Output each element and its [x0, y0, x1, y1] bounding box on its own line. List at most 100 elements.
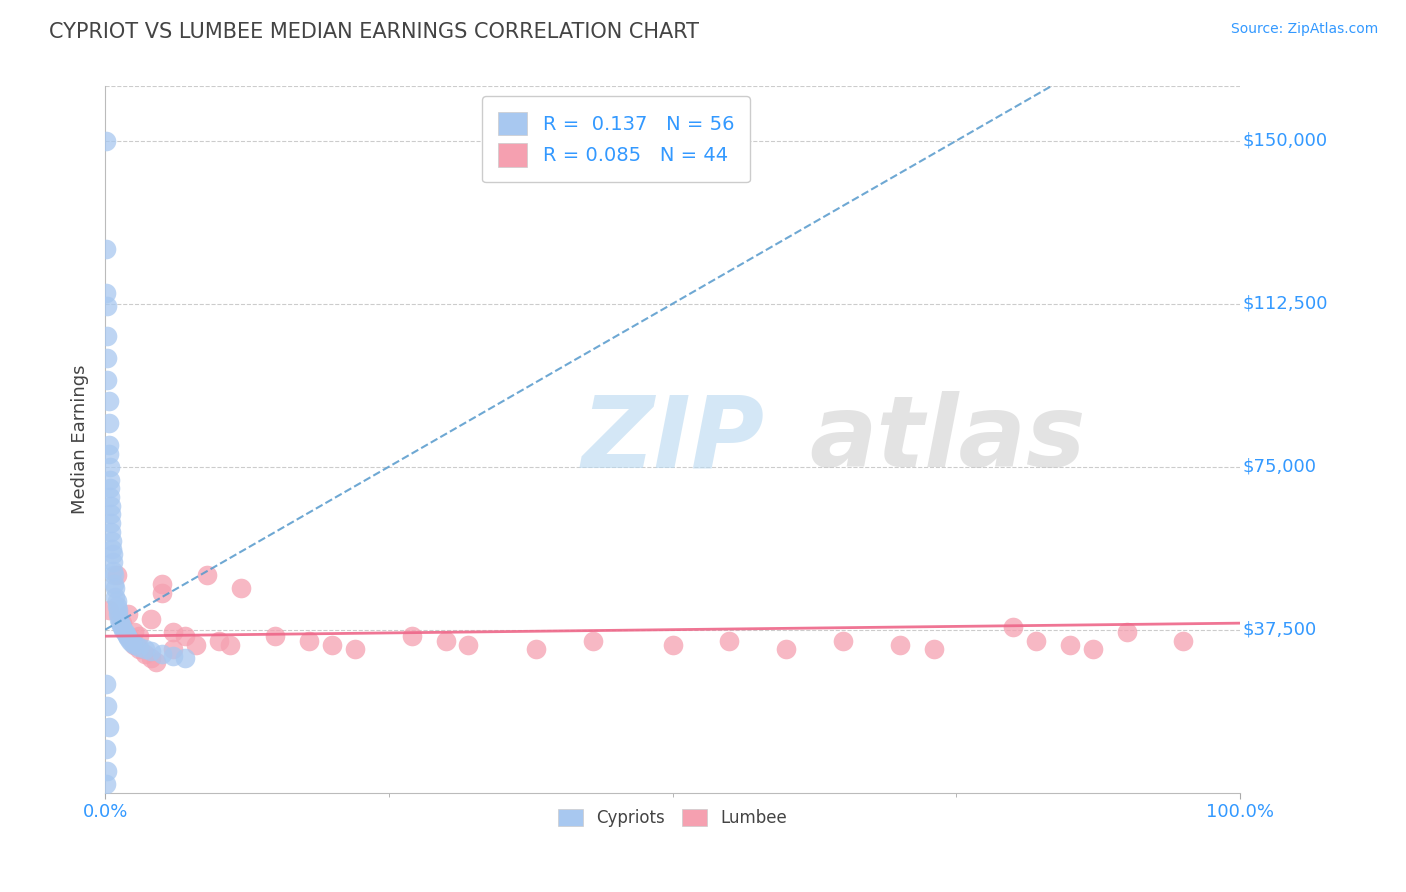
Point — [457, 638, 479, 652]
Point — [98, 490, 121, 504]
Text: $37,500: $37,500 — [1243, 621, 1316, 639]
Point — [101, 555, 124, 569]
Point — [117, 629, 139, 643]
Text: $112,500: $112,500 — [1243, 294, 1327, 313]
Point — [661, 638, 683, 652]
Point — [1002, 620, 1025, 634]
Point — [96, 285, 118, 300]
Point — [104, 590, 127, 604]
Point — [219, 638, 242, 652]
Point — [128, 642, 150, 657]
Point — [96, 677, 118, 691]
Point — [96, 764, 118, 778]
Point — [110, 618, 132, 632]
Point — [96, 373, 118, 387]
Point — [343, 642, 366, 657]
Point — [117, 607, 139, 622]
Point — [831, 633, 853, 648]
Point — [195, 568, 218, 582]
Point — [101, 547, 124, 561]
Text: $150,000: $150,000 — [1243, 132, 1327, 150]
Point — [122, 638, 145, 652]
Point — [100, 516, 122, 531]
Y-axis label: Median Earnings: Median Earnings — [72, 365, 89, 515]
Point — [162, 648, 184, 663]
Point — [150, 585, 173, 599]
Point — [184, 638, 207, 652]
Point — [108, 612, 131, 626]
Text: CYPRIOT VS LUMBEE MEDIAN EARNINGS CORRELATION CHART: CYPRIOT VS LUMBEE MEDIAN EARNINGS CORREL… — [49, 22, 699, 42]
Point — [107, 603, 129, 617]
Text: ZIP: ZIP — [582, 391, 765, 488]
Text: $75,000: $75,000 — [1243, 458, 1316, 475]
Point — [111, 620, 134, 634]
Point — [114, 627, 136, 641]
Point — [105, 568, 128, 582]
Point — [104, 582, 127, 596]
Point — [775, 642, 797, 657]
Point — [112, 623, 135, 637]
Point — [173, 651, 195, 665]
Point — [582, 633, 605, 648]
Point — [96, 777, 118, 791]
Point — [115, 629, 138, 643]
Point — [114, 624, 136, 639]
Point — [321, 638, 343, 652]
Point — [231, 582, 253, 596]
Point — [121, 636, 143, 650]
Point — [162, 642, 184, 657]
Point — [145, 655, 167, 669]
Point — [139, 651, 162, 665]
Point — [97, 416, 120, 430]
Point — [96, 243, 118, 257]
Point — [103, 577, 125, 591]
Point — [98, 459, 121, 474]
Point — [100, 499, 122, 513]
Point — [889, 638, 911, 652]
Point — [434, 633, 457, 648]
Point — [97, 438, 120, 452]
Text: Source: ZipAtlas.com: Source: ZipAtlas.com — [1230, 22, 1378, 37]
Point — [122, 624, 145, 639]
Point — [173, 629, 195, 643]
Point — [922, 642, 945, 657]
Point — [96, 351, 118, 365]
Point — [100, 508, 122, 522]
Point — [526, 642, 548, 657]
Point — [1081, 642, 1104, 657]
Point — [101, 533, 124, 548]
Point — [117, 632, 139, 646]
Point — [208, 633, 231, 648]
Point — [128, 629, 150, 643]
Point — [97, 447, 120, 461]
Point — [401, 629, 423, 643]
Point — [139, 644, 162, 658]
Point — [107, 607, 129, 622]
Point — [97, 394, 120, 409]
Point — [111, 616, 134, 631]
Text: atlas: atlas — [808, 391, 1085, 488]
Point — [96, 742, 118, 756]
Point — [162, 624, 184, 639]
Legend: Cypriots, Lumbee: Cypriots, Lumbee — [551, 802, 794, 834]
Point — [100, 524, 122, 539]
Point — [120, 633, 142, 648]
Point — [105, 594, 128, 608]
Point — [101, 542, 124, 557]
Point — [134, 647, 156, 661]
Point — [150, 647, 173, 661]
Point — [96, 299, 118, 313]
Point — [1173, 633, 1195, 648]
Point — [150, 577, 173, 591]
Point — [103, 568, 125, 582]
Point — [96, 134, 118, 148]
Point — [98, 473, 121, 487]
Point — [1025, 633, 1047, 648]
Point — [108, 616, 131, 631]
Point — [96, 329, 118, 343]
Point — [298, 633, 321, 648]
Point — [105, 599, 128, 613]
Point — [128, 640, 150, 654]
Point — [1059, 638, 1081, 652]
Point — [1115, 624, 1137, 639]
